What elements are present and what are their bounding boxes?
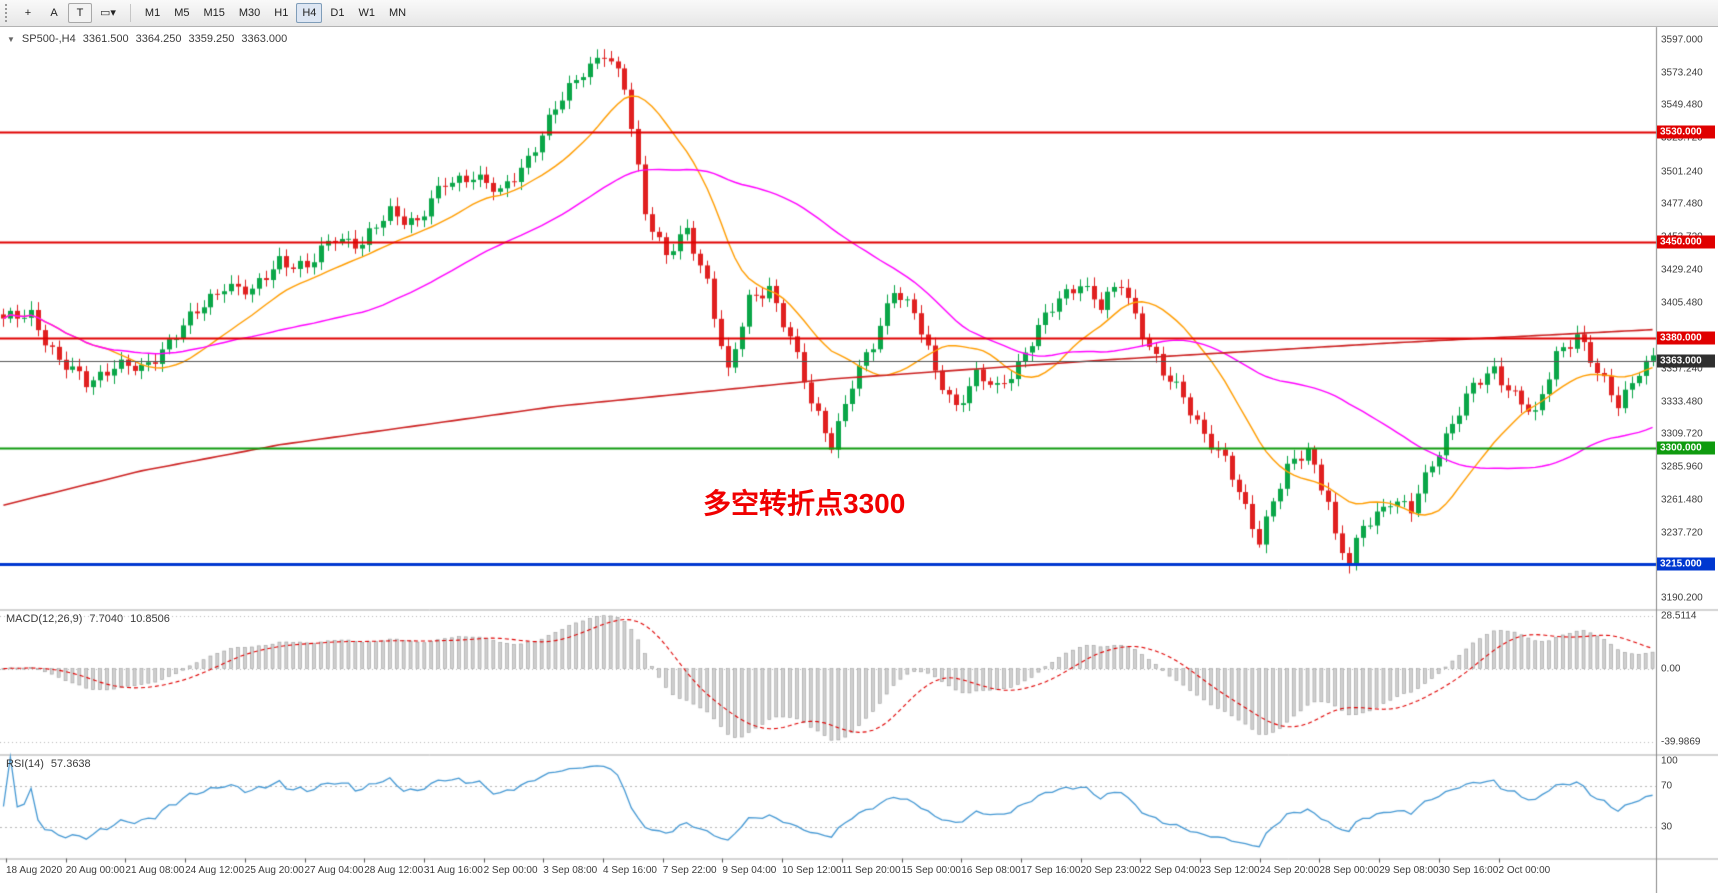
time-axis-label: 18 Aug 2020 xyxy=(6,865,63,876)
timeframe-w1[interactable]: W1 xyxy=(358,6,375,19)
price-tick: 3285.960 xyxy=(1661,461,1703,473)
toolbar: + A T ▭▾ M1 M5 M15 M30 H1 H4 D1 W1 MN xyxy=(0,0,1718,27)
rsi-label: RSI(14) xyxy=(6,758,44,770)
time-axis-label: 28 Aug 12:00 xyxy=(364,865,424,876)
time-axis-label: 7 Sep 22:00 xyxy=(662,865,717,876)
price-badge: 3530.000 xyxy=(1657,125,1715,139)
time-axis-label: 4 Sep 16:00 xyxy=(603,865,657,876)
time-axis-label: 30 Sep 16:00 xyxy=(1438,865,1499,876)
time-axis-label: 17 Sep 16:00 xyxy=(1020,865,1081,876)
macd-axis-label: -39.9869 xyxy=(1661,736,1701,748)
time-axis-label: 24 Sep 20:00 xyxy=(1259,865,1320,876)
chart-annotation-text: 多空转折点3300 xyxy=(703,488,906,519)
time-axis-label: 27 Aug 04:00 xyxy=(304,865,364,876)
time-axis-label: 9 Sep 04:00 xyxy=(722,865,777,876)
symbol-dropdown-icon[interactable]: ▼ xyxy=(7,34,15,44)
time-axis-label: 23 Sep 12:00 xyxy=(1200,865,1260,876)
time-axis-label: 22 Sep 04:00 xyxy=(1140,865,1200,876)
rsi-axis-label: 100 xyxy=(1661,755,1678,767)
price-tick: 3597.000 xyxy=(1661,34,1703,46)
price-badge: 3300.000 xyxy=(1657,441,1715,455)
timeframe-mn[interactable]: MN xyxy=(388,6,407,19)
price-tick: 3501.240 xyxy=(1661,166,1703,178)
time-axis-label: 2 Sep 00:00 xyxy=(483,865,538,876)
price-tick: 3477.480 xyxy=(1661,198,1703,210)
macd-axis-label: 0.00 xyxy=(1661,663,1681,675)
price-tick: 3190.200 xyxy=(1661,592,1703,604)
macd-value-main: 7.7040 xyxy=(89,613,124,625)
price-badge: 3363.000 xyxy=(1657,354,1715,368)
price-tick: 3357.240 xyxy=(1661,363,1703,375)
time-axis-label: 21 Aug 08:00 xyxy=(125,865,185,876)
ohlc-close: 3363.000 xyxy=(241,33,288,45)
time-axis[interactable]: 18 Aug 2020 20 Aug 00:00 21 Aug 08:00 24 Au… xyxy=(0,860,1656,893)
time-axis-label: 25 Aug 20:00 xyxy=(244,865,304,876)
chart-header: ▼ SP500-,H4 3361.500 3364.250 3359.250 3… xyxy=(7,33,287,45)
ohlc-open: 3361.500 xyxy=(82,33,129,45)
macd-axis-label: 28.5114 xyxy=(1661,610,1697,622)
time-axis-label: 24 Aug 12:00 xyxy=(185,865,245,876)
toolbar-drag-handle[interactable] xyxy=(5,4,9,22)
price-tick: 3237.720 xyxy=(1661,527,1703,539)
time-axis-label: 28 Sep 00:00 xyxy=(1319,865,1379,876)
timeframe-h4[interactable]: H4 xyxy=(296,3,323,23)
time-axis-label: 20 Aug 00:00 xyxy=(65,865,125,876)
crosshair-tool-icon[interactable]: + xyxy=(24,6,32,19)
price-tick: 3333.480 xyxy=(1661,396,1703,408)
ohlc-low: 3359.250 xyxy=(188,33,235,45)
text-label-tool-icon[interactable]: A xyxy=(50,6,58,19)
price-tick: 3549.480 xyxy=(1661,99,1703,111)
shapes-tool-icon[interactable]: ▭▾ xyxy=(100,6,116,19)
rsi-axis-label: 70 xyxy=(1661,780,1673,792)
time-axis-label: 15 Sep 00:00 xyxy=(901,865,962,876)
rsi-axis-label: 30 xyxy=(1661,821,1673,833)
timeframe-m15[interactable]: M15 xyxy=(203,6,225,19)
price-tick: 3573.240 xyxy=(1661,67,1703,79)
price-tick: 3429.240 xyxy=(1661,264,1703,276)
drawing-tools-group: + A T ▭▾ xyxy=(16,3,122,23)
price-tick: 3309.720 xyxy=(1661,428,1703,440)
time-axis-label: 20 Sep 23:00 xyxy=(1080,865,1141,876)
toolbar-separator xyxy=(129,4,131,22)
timeframe-h1[interactable]: H1 xyxy=(274,6,289,19)
timeframe-m1[interactable]: M1 xyxy=(144,6,161,19)
time-axis-label: 10 Sep 12:00 xyxy=(782,865,842,876)
timeframe-d1[interactable]: D1 xyxy=(330,6,345,19)
symbol-period: SP500-,H4 xyxy=(21,33,76,45)
text-frame-tool-icon[interactable]: T xyxy=(68,3,92,23)
time-axis-label: 11 Sep 20:00 xyxy=(841,865,901,876)
price-axis[interactable]: 3597.0003573.2403549.4803525.7203501.240… xyxy=(1657,27,1718,893)
time-axis-label: 3 Sep 08:00 xyxy=(543,865,598,876)
price-tick: 3405.480 xyxy=(1661,297,1703,309)
time-axis-label: 16 Sep 08:00 xyxy=(961,865,1021,876)
timeframe-group: M1 M5 M15 M30 H1 H4 D1 W1 MN xyxy=(139,3,412,23)
ohlc-high: 3364.250 xyxy=(135,33,182,45)
time-axis-label: 2 Oct 00:00 xyxy=(1498,865,1551,876)
rsi-header: RSI(14) 57.3638 xyxy=(6,758,91,770)
price-badge: 3450.000 xyxy=(1657,235,1715,249)
price-badge: 3380.000 xyxy=(1657,331,1715,345)
rsi-value: 57.3638 xyxy=(50,758,91,770)
price-tick: 3261.480 xyxy=(1661,494,1703,506)
timeframe-m5[interactable]: M5 xyxy=(174,6,190,19)
macd-header: MACD(12,26,9) 7.7040 10.8506 xyxy=(6,613,170,625)
time-axis-label: 31 Aug 16:00 xyxy=(423,865,483,876)
macd-value-signal: 10.8506 xyxy=(130,613,170,625)
macd-label: MACD(12,26,9) xyxy=(6,613,83,625)
time-axis-label: 29 Sep 08:00 xyxy=(1379,865,1439,876)
timeframe-m30[interactable]: M30 xyxy=(238,6,261,19)
price-badge: 3215.000 xyxy=(1657,557,1715,571)
